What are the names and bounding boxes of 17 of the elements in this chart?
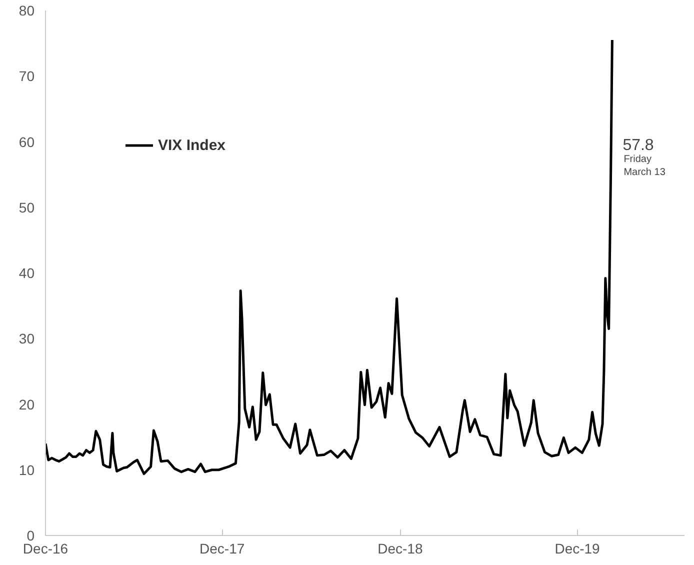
y-tick-label: 0 [26,528,35,544]
x-tick-label: Dec-17 [200,540,245,556]
line-series [46,38,614,476]
y-tick-label: 50 [18,199,35,216]
y-tick-label: 40 [18,265,35,281]
y-tick-label: 30 [18,330,35,347]
x-tick-label: Dec-19 [554,540,600,556]
x-tick-label: Dec-18 [378,540,423,556]
legend-label: VIX Index [158,136,226,154]
y-tick-label: 60 [18,134,35,150]
annotation: Friday March 13 [624,154,666,178]
y-tick-label: 20 [18,396,35,412]
x-tick-label: Dec-16 [22,540,68,556]
y-tick-label: 80 [18,2,35,18]
y-tick-label: 70 [18,68,35,84]
y-tick-label: 10 [18,462,35,478]
annotation: 57.8 [622,137,654,154]
